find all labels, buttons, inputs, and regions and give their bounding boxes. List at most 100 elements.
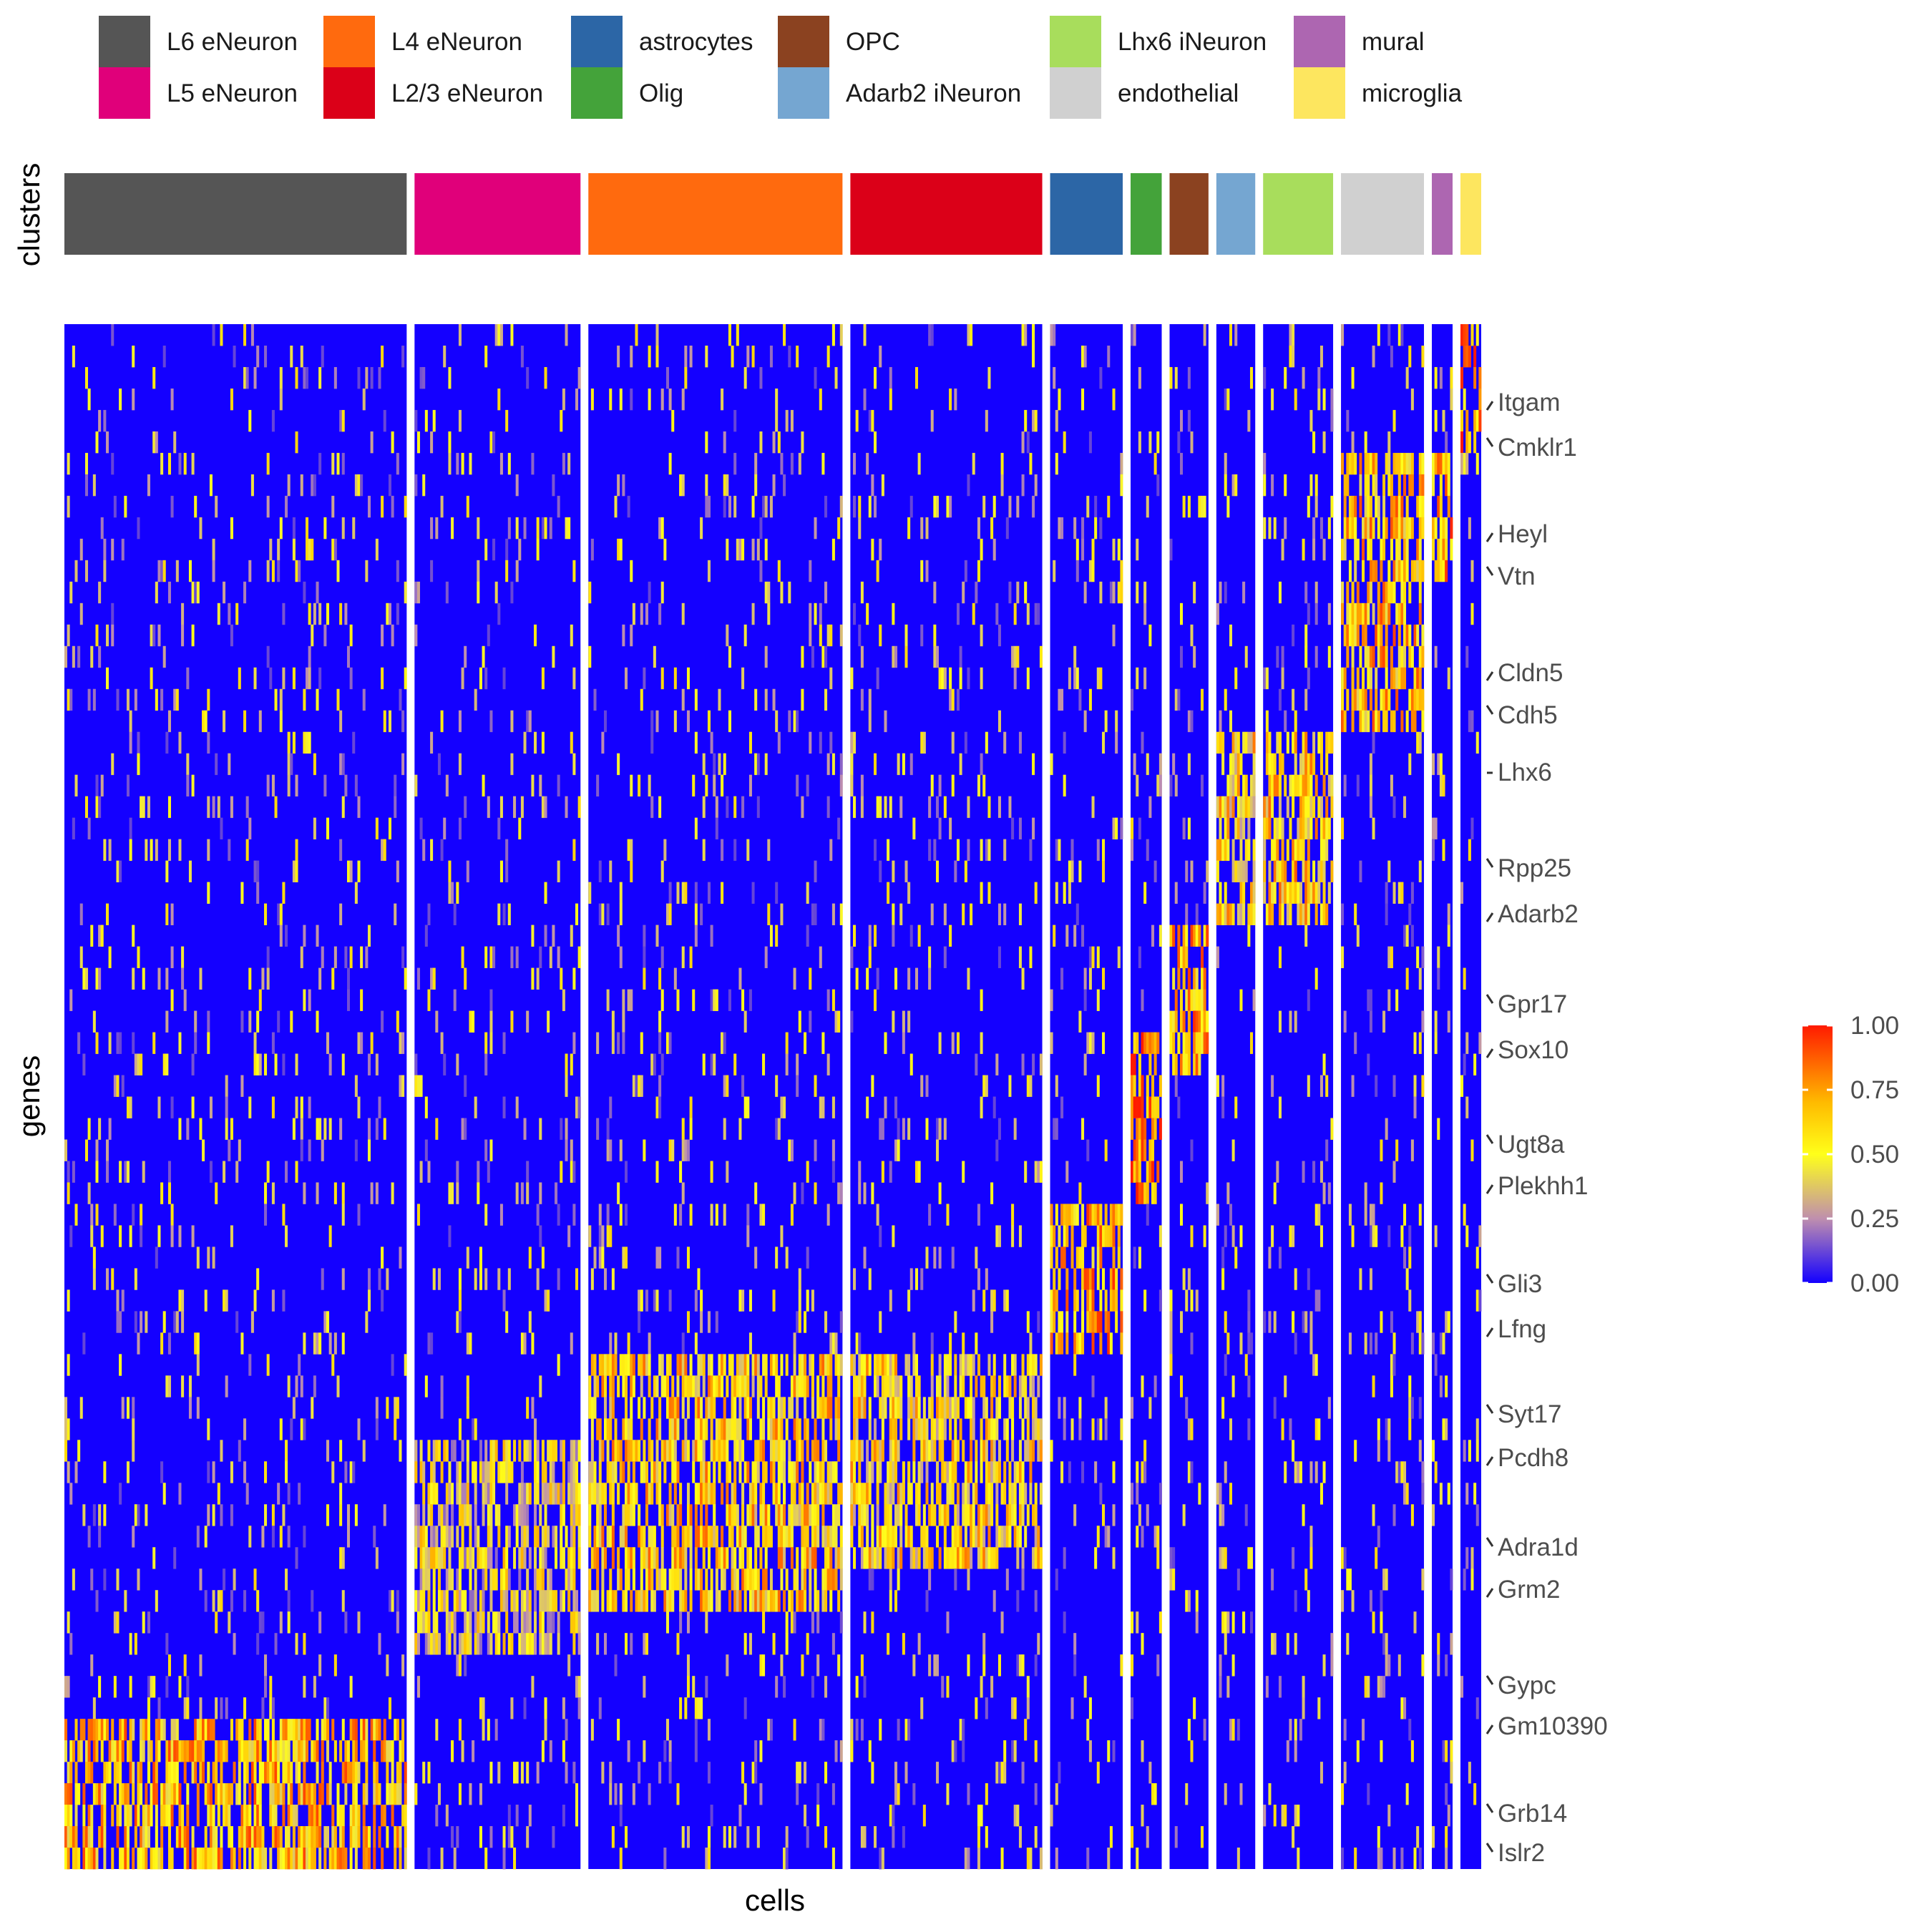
- heatmap-cell: [300, 1740, 303, 1762]
- heatmap-cell: [777, 1483, 781, 1505]
- heatmap-cell: [731, 1568, 734, 1591]
- heatmap-cell: [930, 1375, 934, 1397]
- heatmap-cell: [590, 538, 594, 561]
- heatmap-cell: [375, 1547, 379, 1569]
- heatmap-cell: [155, 1740, 158, 1762]
- heatmap-cell: [1008, 1461, 1012, 1483]
- heatmap-cell: [990, 1182, 994, 1204]
- legend-item: L5 eNeuron: [99, 67, 298, 119]
- heatmap-cell: [1003, 1740, 1007, 1762]
- heatmap-cell: [850, 774, 854, 797]
- heatmap-cell: [328, 1225, 332, 1247]
- heatmap-cell: [650, 1397, 654, 1419]
- heatmap-cell: [414, 1440, 418, 1462]
- heatmap-cell: [1088, 1311, 1092, 1333]
- heatmap-cell: [427, 1633, 431, 1655]
- heatmap-cell: [386, 1268, 389, 1290]
- heatmap-cell: [596, 1547, 600, 1569]
- heatmap-cell: [788, 581, 791, 604]
- heatmap-cell: [230, 1590, 233, 1612]
- heatmap-cell: [665, 1354, 669, 1376]
- heatmap-cell: [1120, 1311, 1123, 1333]
- heatmap-cell: [170, 388, 174, 411]
- heatmap-cell: [152, 1848, 156, 1870]
- heatmap-cell: [557, 1204, 560, 1226]
- heatmap-cell: [69, 581, 73, 604]
- heatmap-cell: [962, 581, 965, 604]
- heatmap-cell: [606, 1354, 610, 1376]
- heatmap-cell: [494, 1440, 498, 1462]
- heatmap-cell: [796, 710, 799, 733]
- heatmap-cell: [598, 1504, 602, 1526]
- heatmap-cell: [775, 1483, 779, 1505]
- heatmap-cell: [396, 860, 399, 883]
- heatmap-cell: [676, 1526, 680, 1548]
- heatmap-cell: [614, 1332, 618, 1355]
- heatmap-cell: [1083, 345, 1087, 368]
- heatmap-cell: [432, 1568, 436, 1591]
- heatmap-cell: [663, 839, 667, 862]
- heatmap-cell: [105, 1268, 109, 1290]
- heatmap-cell: [1091, 1311, 1095, 1333]
- heatmap-cell: [684, 1568, 688, 1591]
- heatmap-cell: [1003, 903, 1007, 926]
- heatmap-cell: [889, 1547, 892, 1569]
- heatmap-cell: [713, 774, 716, 797]
- heatmap-cell: [780, 1547, 784, 1569]
- heatmap-cell: [863, 1676, 867, 1698]
- heatmap-cell: [764, 1590, 768, 1612]
- heatmap-cell: [531, 774, 535, 797]
- heatmap-cell: [518, 1440, 522, 1462]
- heatmap-cell: [788, 1440, 791, 1462]
- heatmap-cell: [723, 1418, 726, 1440]
- heatmap-cell: [645, 1568, 648, 1591]
- heatmap-cell: [313, 1848, 316, 1870]
- heatmap-cell: [1000, 1762, 1004, 1784]
- heatmap-cell: [344, 774, 348, 797]
- heatmap-cell: [150, 624, 153, 647]
- heatmap-cell: [443, 1440, 447, 1462]
- heatmap-cell: [648, 1375, 651, 1397]
- heatmap-cell: [346, 1504, 351, 1526]
- heatmap-cell: [868, 1568, 872, 1591]
- heatmap-cell: [593, 1354, 597, 1376]
- heatmap-cell: [458, 1504, 462, 1526]
- heatmap-cell: [860, 1375, 864, 1397]
- heatmap-cell: [271, 774, 275, 797]
- heatmap-cell: [575, 1268, 579, 1290]
- heatmap-cell: [767, 1590, 771, 1612]
- heatmap-cell: [279, 366, 283, 389]
- heatmap-cell: [526, 710, 530, 733]
- heatmap-cell: [1005, 1418, 1009, 1440]
- heatmap-cell: [204, 710, 208, 733]
- heatmap-cell: [707, 495, 711, 518]
- heatmap-cell: [1024, 1483, 1028, 1505]
- heatmap-cell: [987, 796, 991, 819]
- heatmap-cell: [253, 1805, 257, 1827]
- heatmap-cell: [897, 1139, 900, 1161]
- heatmap-cell: [1185, 903, 1189, 926]
- heatmap-cell: [1073, 1354, 1077, 1376]
- heatmap-cell: [1081, 1225, 1085, 1247]
- heatmap-cell: [1117, 538, 1121, 561]
- heatmap-cell: [489, 946, 493, 968]
- heatmap-cell: [858, 517, 862, 540]
- heatmap-cell: [887, 1483, 890, 1505]
- heatmap-cell: [640, 1461, 643, 1483]
- heatmap-cell: [225, 1740, 228, 1762]
- heatmap-cell: [228, 1611, 231, 1634]
- heatmap-cell: [941, 1676, 945, 1698]
- heatmap-cell: [902, 1032, 905, 1054]
- heatmap-cell: [401, 345, 405, 368]
- heatmap-cell: [1234, 774, 1238, 797]
- heatmap-cell: [665, 1440, 669, 1462]
- heatmap-cell: [271, 1719, 275, 1741]
- heatmap-cell: [909, 1483, 913, 1505]
- heatmap-cell: [645, 1483, 648, 1505]
- heatmap-cell: [814, 1418, 817, 1440]
- heatmap-cell: [632, 1483, 635, 1505]
- heatmap-cell: [1086, 1268, 1090, 1290]
- heatmap-cell: [121, 1719, 125, 1741]
- heatmap-cell: [1158, 1075, 1162, 1097]
- heatmap-cell: [1153, 1032, 1157, 1054]
